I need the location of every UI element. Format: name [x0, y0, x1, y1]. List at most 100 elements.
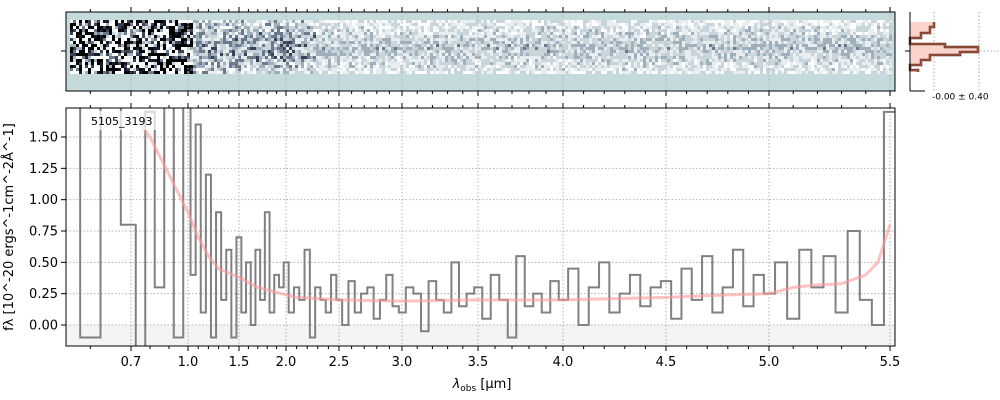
2d-spectrum-pixel	[76, 32, 79, 35]
2d-spectrum-pixel	[313, 65, 316, 68]
2d-spectrum-pixel	[76, 38, 79, 41]
2d-spectrum-pixel	[628, 56, 631, 59]
2d-spectrum-pixel	[418, 62, 421, 65]
2d-spectrum-pixel	[241, 59, 244, 62]
2d-spectrum-pixel	[538, 44, 541, 47]
2d-spectrum-pixel	[730, 53, 733, 56]
2d-spectrum-pixel	[592, 26, 595, 29]
2d-spectrum-pixel	[181, 71, 184, 74]
2d-spectrum-pixel	[163, 23, 166, 26]
2d-spectrum-pixel	[556, 38, 559, 41]
2d-spectrum-pixel	[715, 44, 718, 47]
2d-spectrum-pixel	[130, 23, 133, 26]
2d-spectrum-pixel	[847, 38, 850, 41]
2d-spectrum-pixel	[115, 71, 118, 74]
2d-spectrum-pixel	[136, 38, 139, 41]
2d-spectrum-pixel	[643, 44, 646, 47]
2d-spectrum-pixel	[115, 20, 118, 23]
2d-spectrum-pixel	[727, 26, 730, 29]
2d-spectrum-pixel	[166, 26, 169, 29]
2d-spectrum-pixel	[715, 23, 718, 26]
2d-spectrum-pixel	[172, 65, 175, 68]
2d-spectrum-pixel	[769, 35, 772, 38]
2d-spectrum-pixel	[436, 44, 439, 47]
2d-spectrum-pixel	[472, 59, 475, 62]
2d-spectrum-pixel	[682, 71, 685, 74]
2d-spectrum-pixel	[589, 62, 592, 65]
2d-spectrum-pixel	[274, 35, 277, 38]
2d-spectrum-pixel	[781, 71, 784, 74]
2d-spectrum-pixel	[844, 50, 847, 53]
2d-spectrum-pixel	[844, 59, 847, 62]
2d-spectrum-pixel	[151, 65, 154, 68]
2d-spectrum-pixel	[487, 35, 490, 38]
2d-spectrum-pixel	[808, 29, 811, 32]
2d-spectrum-pixel	[409, 68, 412, 71]
2d-spectrum-pixel	[124, 23, 127, 26]
2d-spectrum-pixel	[736, 26, 739, 29]
2d-spectrum-pixel	[214, 56, 217, 59]
2d-spectrum-pixel	[766, 23, 769, 26]
2d-spectrum-pixel	[259, 29, 262, 32]
2d-spectrum-pixel	[88, 56, 91, 59]
2d-spectrum-pixel	[436, 20, 439, 23]
2d-spectrum-pixel	[592, 53, 595, 56]
2d-spectrum-pixel	[751, 35, 754, 38]
2d-spectrum-pixel	[607, 47, 610, 50]
2d-spectrum-pixel	[373, 29, 376, 32]
2d-spectrum-pixel	[799, 32, 802, 35]
2d-spectrum-pixel	[154, 32, 157, 35]
2d-spectrum-pixel	[157, 41, 160, 44]
2d-spectrum-pixel	[421, 41, 424, 44]
2d-spectrum-pixel	[295, 71, 298, 74]
2d-spectrum-pixel	[682, 29, 685, 32]
2d-spectrum-pixel	[349, 41, 352, 44]
2d-spectrum-pixel	[118, 50, 121, 53]
2d-spectrum-pixel	[661, 35, 664, 38]
2d-spectrum-pixel	[415, 65, 418, 68]
2d-spectrum-pixel	[409, 26, 412, 29]
2d-spectrum-pixel	[424, 62, 427, 65]
2d-spectrum-pixel	[874, 32, 877, 35]
2d-spectrum-pixel	[268, 35, 271, 38]
2d-spectrum-pixel	[883, 47, 886, 50]
2d-spectrum-pixel	[775, 23, 778, 26]
2d-spectrum-pixel	[412, 53, 415, 56]
2d-spectrum-pixel	[583, 29, 586, 32]
2d-spectrum-pixel	[358, 65, 361, 68]
2d-spectrum-pixel	[298, 65, 301, 68]
2d-spectrum-pixel	[880, 50, 883, 53]
2d-spectrum-pixel	[478, 41, 481, 44]
2d-spectrum-pixel	[775, 41, 778, 44]
2d-spectrum-pixel	[412, 35, 415, 38]
2d-spectrum-pixel	[286, 23, 289, 26]
2d-spectrum-pixel	[499, 41, 502, 44]
2d-spectrum-pixel	[784, 47, 787, 50]
2d-spectrum-pixel	[445, 23, 448, 26]
2d-spectrum-pixel	[670, 71, 673, 74]
2d-spectrum-pixel	[325, 62, 328, 65]
2d-spectrum-pixel	[496, 35, 499, 38]
2d-spectrum-pixel	[511, 29, 514, 32]
2d-spectrum-pixel	[568, 26, 571, 29]
2d-spectrum-pixel	[520, 26, 523, 29]
2d-spectrum-pixel	[526, 71, 529, 74]
2d-spectrum-pixel	[742, 20, 745, 23]
2d-spectrum-pixel	[145, 59, 148, 62]
2d-spectrum-pixel	[499, 44, 502, 47]
2d-spectrum-pixel	[94, 26, 97, 29]
2d-spectrum-pixel	[451, 62, 454, 65]
2d-spectrum-pixel	[382, 32, 385, 35]
2d-spectrum-pixel	[823, 50, 826, 53]
2d-spectrum-pixel	[118, 47, 121, 50]
2d-spectrum-pixel	[886, 23, 889, 26]
2d-spectrum-pixel	[778, 20, 781, 23]
2d-spectrum-pixel	[886, 47, 889, 50]
2d-spectrum-pixel	[817, 65, 820, 68]
2d-spectrum-pixel	[214, 53, 217, 56]
2d-spectrum-pixel	[646, 53, 649, 56]
2d-spectrum-pixel	[769, 20, 772, 23]
2d-spectrum-pixel	[343, 32, 346, 35]
2d-spectrum-pixel	[742, 29, 745, 32]
2d-spectrum-pixel	[268, 59, 271, 62]
